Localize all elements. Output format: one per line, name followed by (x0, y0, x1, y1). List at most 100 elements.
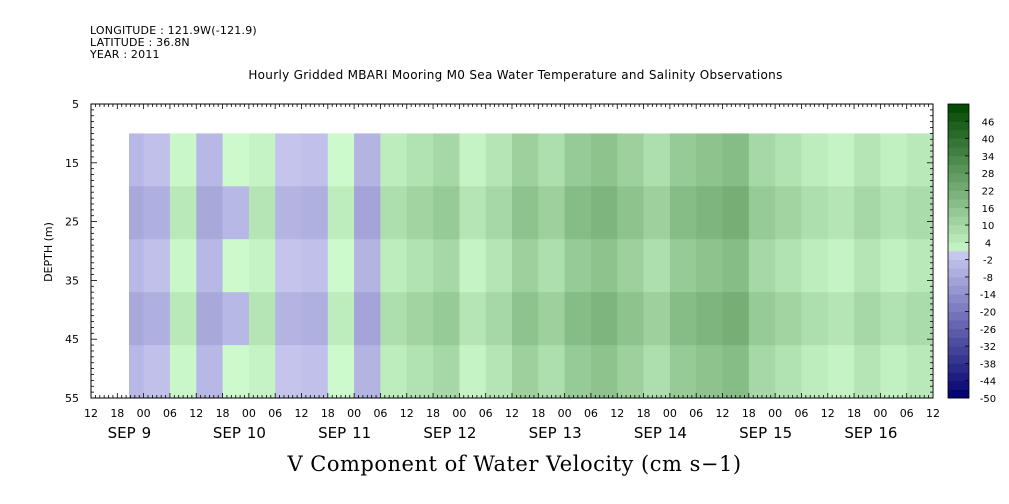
colorbar-step (948, 164, 969, 174)
colorbar-step (948, 242, 969, 252)
heatmap-cell (354, 186, 381, 240)
x-axis-title: V Component of Water Velocity (cm s−1) (287, 452, 742, 476)
colorbar-label: -44 (980, 377, 996, 388)
x-hour-label: 06 (689, 407, 703, 420)
heatmap-cell (512, 239, 539, 293)
x-day-number: 12 (457, 424, 476, 442)
colorbar-step (948, 155, 969, 165)
x-axis: 12 18 00 06 12 18 00 06 12 18 00 06 12 18 00 06 12 18 00 06… (84, 407, 940, 442)
colorbar-step (948, 190, 969, 200)
heatmap-cell (380, 133, 408, 187)
heatmap-cell (196, 345, 224, 398)
colorbar-step (948, 294, 969, 304)
heatmap-cell (248, 133, 276, 187)
colorbar-label: -20 (980, 308, 996, 319)
heatmap-cell (538, 133, 566, 187)
y-tick-label: 5 (72, 98, 79, 111)
latitude-label: LATITUDE : 36.8N (90, 36, 190, 49)
x-hour-label: 18 (531, 407, 545, 420)
x-hour-label: 18 (847, 407, 861, 420)
heatmap-cell (143, 239, 171, 293)
y-tick-label: 35 (65, 274, 79, 287)
heatmap-cell (485, 292, 513, 346)
colorbar-label: 46 (982, 117, 995, 128)
heatmap-cell (906, 345, 932, 398)
heatmap-cell (538, 239, 566, 293)
heatmap-cell (354, 345, 381, 398)
heatmap-cell (827, 133, 855, 187)
heatmap-cell (433, 239, 460, 293)
heatmap-cell (301, 133, 329, 187)
heatmap-cell (801, 292, 829, 346)
heatmap-cell (459, 239, 487, 293)
colorbar-step (948, 363, 969, 373)
colorbar-step (948, 104, 969, 113)
colorbar-step (948, 173, 969, 183)
x-hour-label: 06 (479, 407, 493, 420)
heatmap-cell (275, 239, 302, 293)
heatmap-cell (722, 345, 750, 398)
heatmap-cell (301, 186, 329, 240)
heatmap-cell (643, 133, 671, 187)
heatmap-cell (459, 292, 487, 346)
year-label: YEAR : 2011 (90, 48, 160, 61)
colorbar-step (948, 129, 969, 139)
heatmap-cell (880, 292, 908, 346)
y-axis-label: DEPTH (m) (42, 222, 55, 282)
heatmap-cell (275, 133, 302, 187)
x-day-number: 11 (352, 424, 371, 442)
heatmap-cell (354, 239, 381, 293)
heatmap-cell (196, 292, 224, 346)
heatmap-cell (748, 239, 776, 293)
x-hour-label: 18 (110, 407, 124, 420)
heatmap-cell (564, 186, 592, 240)
heatmap-cell (696, 345, 723, 398)
colorbar: 46 40 34 28 22 16 10 4 -2 -8 -14 -20 -26 -32 -38 -44 -50 (947, 103, 996, 405)
heatmap-cell (827, 345, 855, 398)
colorbar-step (948, 112, 969, 122)
heatmap-cell (880, 345, 908, 398)
heatmap-cell (380, 239, 408, 293)
heatmap-cell (696, 292, 723, 346)
x-day-label: SEP (423, 424, 451, 442)
heatmap-cell (275, 186, 302, 240)
heatmap-cell (380, 345, 408, 398)
colorbar-label: 16 (982, 204, 995, 215)
heatmap-cell (564, 292, 592, 346)
colorbar-label: -50 (980, 394, 996, 405)
axis-ticks (90, 104, 934, 398)
heatmap-cell (275, 345, 302, 398)
heatmap-cell (327, 345, 355, 398)
heatmap-cell (538, 186, 566, 240)
heatmap-cell (827, 292, 855, 346)
colorbar-label: -32 (980, 342, 996, 353)
heatmap-cell (222, 133, 250, 187)
heatmap-cell (748, 186, 776, 240)
heatmap-cell (354, 292, 381, 346)
colorbar-step (948, 311, 969, 321)
heatmap-cell (854, 239, 881, 293)
heatmap-cell (327, 292, 355, 346)
heatmap-cell (617, 133, 645, 187)
heatmap-cell (590, 133, 618, 187)
heatmap-cell (248, 186, 276, 240)
heatmap-cell (485, 133, 513, 187)
colorbar-step (948, 276, 969, 286)
x-day-label: SEP (108, 424, 136, 442)
x-hour-label: 06 (584, 407, 598, 420)
heatmap-cell (538, 345, 566, 398)
colorbar-step (948, 216, 969, 226)
x-hour-label: 00 (873, 407, 887, 420)
colorbar-step (948, 320, 969, 330)
x-hour-label: 12 (189, 407, 203, 420)
colorbar-step (948, 372, 969, 382)
heatmap-cell (696, 133, 723, 187)
heatmap-cell (222, 292, 250, 346)
heatmap-cell (196, 133, 224, 187)
colorbar-label: -26 (980, 325, 996, 336)
heatmap-cell (327, 186, 355, 240)
x-day-number: 16 (878, 424, 897, 442)
x-day-number: 14 (668, 424, 687, 442)
heatmap-cell (617, 292, 645, 346)
heatmap-cell (248, 239, 276, 293)
